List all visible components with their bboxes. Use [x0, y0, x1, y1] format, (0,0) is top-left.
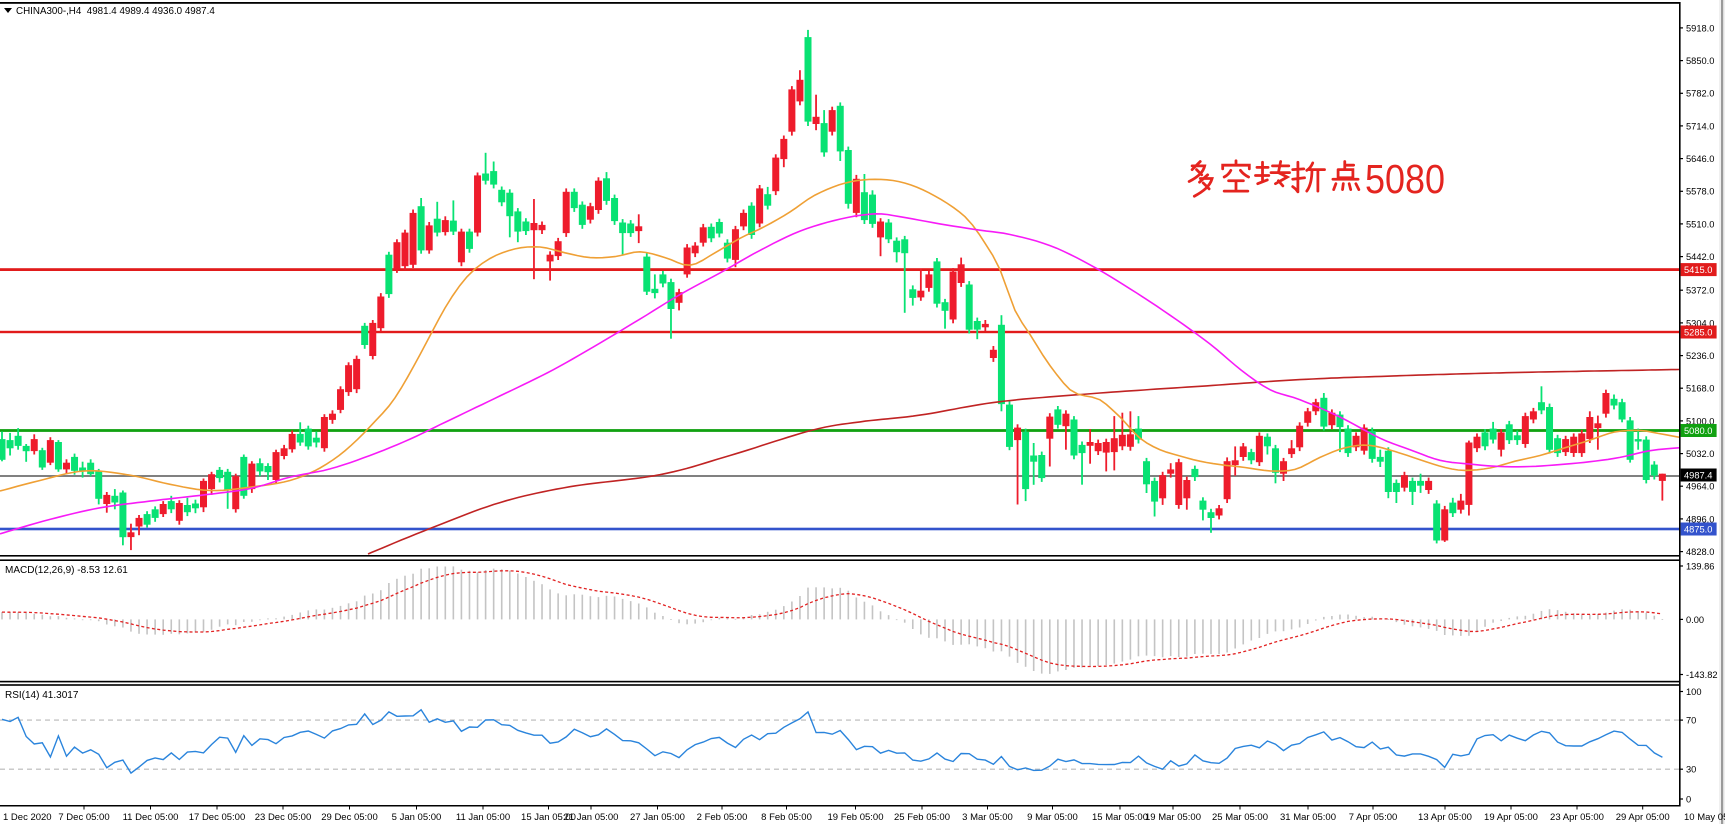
- svg-text:7 Dec 05:00: 7 Dec 05:00: [58, 812, 109, 823]
- svg-text:RSI(14) 41.3017: RSI(14) 41.3017: [5, 690, 79, 701]
- svg-text:5782.0: 5782.0: [1686, 89, 1714, 99]
- svg-text:0: 0: [1686, 794, 1691, 804]
- svg-text:29 Apr 05:00: 29 Apr 05:00: [1616, 812, 1670, 823]
- svg-text:5918.0: 5918.0: [1686, 23, 1714, 33]
- svg-text:5578.0: 5578.0: [1686, 187, 1714, 197]
- svg-text:2 Feb 05:00: 2 Feb 05:00: [697, 812, 748, 823]
- svg-text:15 Jan 05:00: 15 Jan 05:00: [521, 812, 576, 823]
- svg-text:-143.82: -143.82: [1686, 670, 1718, 680]
- svg-text:5304.0: 5304.0: [1686, 318, 1714, 328]
- svg-text:5 Jan 05:00: 5 Jan 05:00: [392, 812, 442, 823]
- svg-text:4875.0: 4875.0: [1684, 525, 1712, 535]
- svg-text:11 Jan 05:00: 11 Jan 05:00: [456, 812, 510, 823]
- svg-text:23 Dec 05:00: 23 Dec 05:00: [255, 812, 312, 823]
- svg-text:5168.0: 5168.0: [1686, 384, 1714, 394]
- svg-text:5080.0: 5080.0: [1684, 426, 1712, 436]
- svg-text:23 Apr 05:00: 23 Apr 05:00: [1550, 812, 1604, 823]
- svg-text:70: 70: [1686, 716, 1696, 726]
- svg-text:19 Feb 05:00: 19 Feb 05:00: [828, 812, 884, 823]
- svg-text:4964.0: 4964.0: [1686, 482, 1714, 492]
- svg-text:5285.0: 5285.0: [1684, 328, 1712, 338]
- svg-text:5032.0: 5032.0: [1686, 449, 1714, 459]
- svg-text:0.00: 0.00: [1686, 615, 1704, 625]
- svg-text:5372.0: 5372.0: [1686, 286, 1714, 296]
- svg-text:4987.4: 4987.4: [1684, 471, 1712, 481]
- svg-text:21 Jan 05:00: 21 Jan 05:00: [564, 812, 619, 823]
- svg-text:5510.0: 5510.0: [1686, 219, 1714, 229]
- svg-text:27 Jan 05:00: 27 Jan 05:00: [630, 812, 685, 823]
- svg-text:10 May 05:00: 10 May 05:00: [1684, 812, 1725, 823]
- svg-text:CHINA300-,H4 4981.4 4989.4 49: CHINA300-,H4 4981.4 4989.4 4936.0 4987.4: [16, 6, 215, 17]
- svg-text:29 Dec 05:00: 29 Dec 05:00: [321, 812, 378, 823]
- svg-text:5236.0: 5236.0: [1686, 351, 1714, 361]
- svg-text:31 Mar 05:00: 31 Mar 05:00: [1280, 812, 1336, 823]
- svg-text:1 Dec 2020: 1 Dec 2020: [3, 812, 52, 823]
- svg-text:5442.0: 5442.0: [1686, 252, 1714, 262]
- svg-text:5080: 5080: [1365, 156, 1445, 202]
- svg-text:5850.0: 5850.0: [1686, 56, 1714, 66]
- svg-text:25 Mar 05:00: 25 Mar 05:00: [1212, 812, 1268, 823]
- svg-text:15 Mar 05:00: 15 Mar 05:00: [1092, 812, 1148, 823]
- svg-text:100: 100: [1686, 687, 1702, 697]
- svg-text:4828.0: 4828.0: [1686, 547, 1714, 557]
- svg-text:7 Apr 05:00: 7 Apr 05:00: [1349, 812, 1398, 823]
- svg-text:3 Mar 05:00: 3 Mar 05:00: [962, 812, 1013, 823]
- svg-text:139.86: 139.86: [1686, 561, 1714, 571]
- svg-text:MACD(12,26,9) -8.53 12.61: MACD(12,26,9) -8.53 12.61: [5, 565, 128, 576]
- svg-text:4896.0: 4896.0: [1686, 514, 1714, 524]
- svg-text:5415.0: 5415.0: [1684, 265, 1712, 275]
- svg-text:5714.0: 5714.0: [1686, 121, 1714, 131]
- svg-text:19 Mar 05:00: 19 Mar 05:00: [1145, 812, 1201, 823]
- svg-text:25 Feb 05:00: 25 Feb 05:00: [894, 812, 950, 823]
- svg-text:19 Apr 05:00: 19 Apr 05:00: [1484, 812, 1538, 823]
- svg-text:9 Mar 05:00: 9 Mar 05:00: [1027, 812, 1078, 823]
- svg-text:17 Dec 05:00: 17 Dec 05:00: [189, 812, 246, 823]
- svg-text:11 Dec 05:00: 11 Dec 05:00: [123, 812, 179, 823]
- svg-text:30: 30: [1686, 765, 1696, 775]
- svg-text:5100.0: 5100.0: [1686, 416, 1714, 426]
- svg-text:5646.0: 5646.0: [1686, 154, 1714, 164]
- svg-text:8 Feb 05:00: 8 Feb 05:00: [761, 812, 812, 823]
- svg-text:13 Apr 05:00: 13 Apr 05:00: [1418, 812, 1472, 823]
